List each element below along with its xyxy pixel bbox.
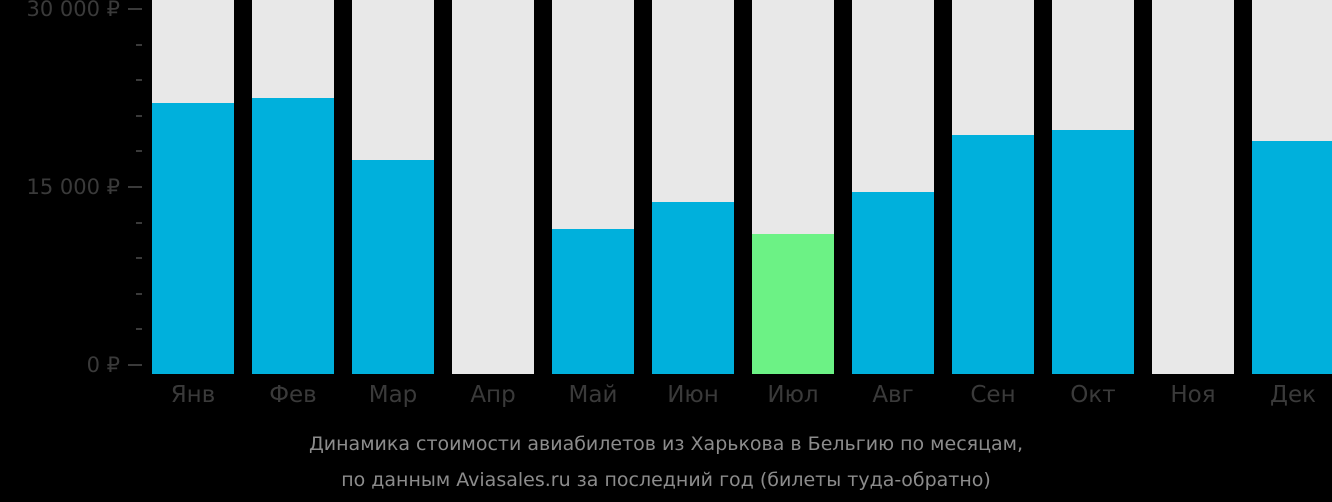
y-major-tick bbox=[128, 8, 142, 10]
x-tick-label: Апр bbox=[470, 382, 516, 408]
bar-lowest-price[interactable] bbox=[752, 234, 834, 374]
y-tick-label: 0 ₽ bbox=[86, 353, 120, 377]
x-tick-label: Мар bbox=[368, 382, 418, 408]
bar-column-10[interactable] bbox=[1052, 0, 1134, 374]
bar-column-8[interactable] bbox=[852, 0, 934, 374]
bar-column-6[interactable] bbox=[652, 0, 734, 374]
bar-column-9[interactable] bbox=[952, 0, 1034, 374]
y-minor-tick bbox=[136, 79, 142, 82]
x-tick-label: Май bbox=[568, 382, 618, 408]
x-tick-label: Авг bbox=[872, 382, 914, 408]
bar-column-7[interactable] bbox=[752, 0, 834, 374]
bar-price[interactable] bbox=[1252, 140, 1332, 374]
chart-caption-line-1: Динамика стоимости авиабилетов из Харько… bbox=[308, 433, 1024, 455]
bar-price[interactable] bbox=[352, 159, 434, 374]
y-tick-label: 30 000 ₽ bbox=[26, 0, 120, 21]
x-tick-label: Окт bbox=[1070, 382, 1116, 408]
x-tick-label: Июн bbox=[667, 382, 719, 408]
bar-column-4[interactable] bbox=[452, 0, 534, 374]
y-minor-tick bbox=[136, 150, 142, 153]
bar-column-1[interactable] bbox=[152, 0, 234, 374]
x-tick-label: Фев bbox=[269, 382, 317, 408]
y-minor-tick bbox=[136, 221, 142, 224]
y-minor-tick bbox=[136, 292, 142, 295]
bar-column-12[interactable] bbox=[1252, 0, 1332, 374]
bar-price[interactable] bbox=[252, 98, 334, 374]
chart-caption-line-2: по данным Aviasales.ru за последний год … bbox=[341, 469, 991, 491]
bar-column-2[interactable] bbox=[252, 0, 334, 374]
bar-price[interactable] bbox=[1052, 130, 1134, 374]
bar-price[interactable] bbox=[552, 228, 634, 374]
y-minor-tick bbox=[136, 257, 142, 260]
x-tick-label: Дек bbox=[1269, 382, 1316, 408]
x-tick-label: Сен bbox=[970, 382, 1016, 408]
bar-column-3[interactable] bbox=[352, 0, 434, 374]
y-major-tick bbox=[128, 186, 142, 188]
x-tick-label: Янв bbox=[170, 382, 216, 408]
y-minor-tick bbox=[136, 114, 142, 117]
bar-price[interactable] bbox=[152, 102, 234, 374]
x-tick-label: Ноя bbox=[1170, 382, 1216, 408]
y-tick-label: 15 000 ₽ bbox=[26, 175, 120, 199]
y-minor-tick bbox=[136, 328, 142, 331]
y-minor-tick bbox=[136, 43, 142, 46]
bar-price[interactable] bbox=[952, 134, 1034, 374]
bar-column-11[interactable] bbox=[1152, 0, 1234, 374]
y-major-tick bbox=[128, 364, 142, 366]
bar-price[interactable] bbox=[652, 202, 734, 374]
x-tick-label: Июл bbox=[767, 382, 819, 408]
bar-column-5[interactable] bbox=[552, 0, 634, 374]
bar-price[interactable] bbox=[852, 191, 934, 374]
